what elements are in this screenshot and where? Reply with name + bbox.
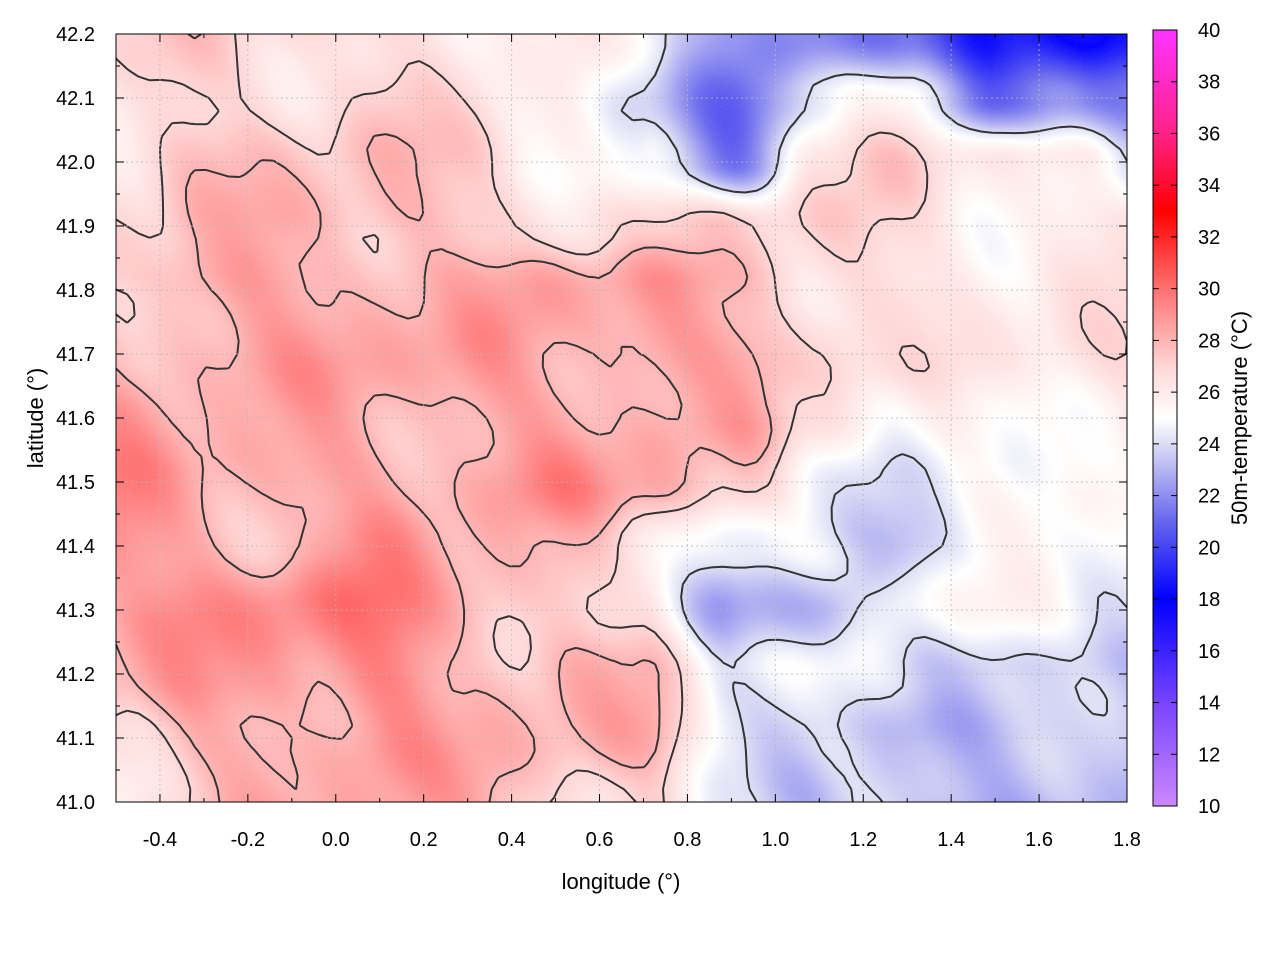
colorbar-strip bbox=[1153, 30, 1177, 806]
y-tick-label: 41.8 bbox=[56, 280, 95, 302]
x-tick-label: -0.4 bbox=[143, 829, 177, 851]
colorbar-tick-label: 12 bbox=[1198, 744, 1220, 766]
x-tick-label: 0.4 bbox=[498, 829, 526, 851]
x-tick-label: 1.8 bbox=[1113, 829, 1141, 851]
colorbar: 10 12 14 16 18 20 22 24 26 28 30 32 34 36 38 40 50m-tem… bbox=[1152, 20, 1252, 818]
y-tick-label: 41.3 bbox=[56, 600, 95, 622]
grid-lines bbox=[116, 34, 1127, 802]
y-tick-label: 41.2 bbox=[56, 664, 95, 686]
colorbar-frame bbox=[1152, 29, 1178, 807]
x-axis-title: longitude (°) bbox=[562, 869, 681, 894]
y-tick-label: 41.0 bbox=[56, 792, 95, 814]
y-axis: 41.0 41.1 41.2 41.3 41.4 41.5 41.6 41.7 41.8 41.9… bbox=[56, 24, 1127, 814]
x-tick-label: 1.2 bbox=[849, 829, 877, 851]
x-tick-label: 0.6 bbox=[586, 829, 614, 851]
x-tick-label: 0.2 bbox=[410, 829, 438, 851]
colorbar-tick-label: 28 bbox=[1198, 330, 1220, 352]
contour-lines bbox=[116, 34, 1127, 802]
colorbar-tick-label: 26 bbox=[1198, 382, 1220, 404]
colorbar-tick-label: 18 bbox=[1198, 589, 1220, 611]
colorbar-tick-label: 20 bbox=[1198, 537, 1220, 559]
y-tick-label: 41.4 bbox=[56, 536, 95, 558]
x-tick-label: 1.4 bbox=[937, 829, 965, 851]
y-tick-label: 41.9 bbox=[56, 216, 95, 238]
x-tick-label: 1.6 bbox=[1025, 829, 1053, 851]
y-tick-label: 42.1 bbox=[56, 88, 95, 110]
colorbar-tick-label: 22 bbox=[1198, 486, 1220, 508]
colorbar-tick-label: 16 bbox=[1198, 641, 1220, 663]
y-tick-label: 41.7 bbox=[56, 344, 95, 366]
y-tick-label: 41.6 bbox=[56, 408, 95, 430]
colorbar-tick-label: 30 bbox=[1198, 279, 1220, 301]
colorbar-tick-label: 24 bbox=[1198, 434, 1220, 456]
x-axis: -0.4 -0.2 0.0 0.2 0.4 0.6 0.8 1.0 1.2 1.4 1.6 1.8 bbox=[115, 34, 1141, 851]
x-tick-label: 1.0 bbox=[761, 829, 789, 851]
colorbar-tick-label: 34 bbox=[1198, 175, 1220, 197]
x-tick-label: 0.0 bbox=[322, 829, 350, 851]
y-tick-label: 41.1 bbox=[56, 728, 95, 750]
colorbar-tick-label: 14 bbox=[1198, 693, 1220, 715]
colorbar-tick-label: 32 bbox=[1198, 227, 1220, 249]
contour-27 bbox=[116, 34, 1127, 802]
plot-area: -0.4 -0.2 0.0 0.2 0.4 0.6 0.8 1.0 1.2 1.4 1.6 1.8 4… bbox=[56, 24, 1141, 851]
y-tick-label: 42.2 bbox=[56, 24, 95, 46]
contour-28 bbox=[116, 34, 773, 802]
x-tick-label: -0.2 bbox=[231, 829, 265, 851]
y-tick-label: 41.5 bbox=[56, 472, 95, 494]
colorbar-ticks: 10 12 14 16 18 20 22 24 26 28 30 32 34 36 38 40 bbox=[1153, 20, 1220, 818]
x-tick-label: 0.8 bbox=[674, 829, 702, 851]
colorbar-tick-label: 10 bbox=[1198, 796, 1220, 818]
y-axis-title: latitude (°) bbox=[23, 368, 48, 469]
colorbar-title: 50m-temperature (°C) bbox=[1227, 311, 1252, 525]
colorbar-tick-label: 36 bbox=[1198, 123, 1220, 145]
colorbar-tick-label: 40 bbox=[1198, 20, 1220, 42]
y-tick-label: 42.0 bbox=[56, 152, 95, 174]
contour-24 bbox=[620, 34, 1127, 802]
colorbar-tick-label: 38 bbox=[1198, 72, 1220, 94]
